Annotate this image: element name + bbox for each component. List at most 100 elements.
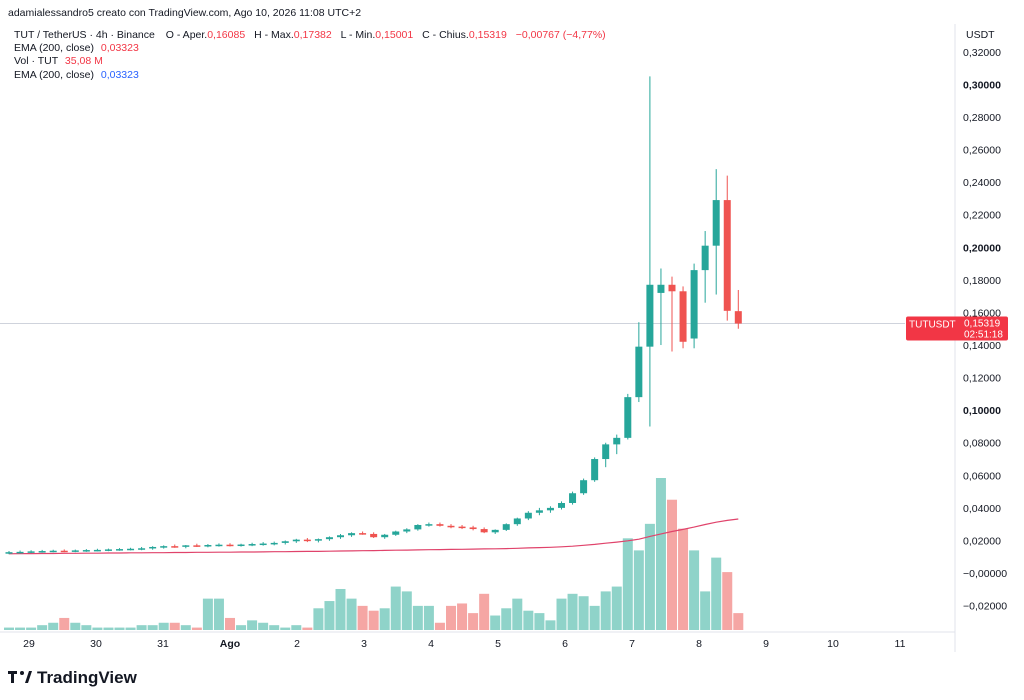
candle	[734, 289, 742, 329]
candle	[447, 524, 455, 529]
time-scale[interactable]: 29 30 31 Ago 2 3 4 5 6 7 8 9 10 11	[23, 638, 905, 650]
candle	[281, 540, 289, 545]
candle-body	[337, 535, 344, 538]
price-scale[interactable]: 0,32000 0,30000 0,28000 0,26000 0,24000 0,220…	[963, 47, 1007, 613]
candle-body	[182, 545, 190, 547]
candle-body	[237, 544, 245, 547]
price-tick-label: 0,04000	[963, 503, 1001, 515]
candle-body	[657, 284, 665, 293]
candle	[602, 442, 610, 468]
price-tick-label: 0,08000	[963, 438, 1001, 450]
volume-bar	[158, 622, 169, 630]
volume-bar	[567, 593, 578, 630]
candle	[138, 546, 146, 551]
candle	[116, 548, 123, 551]
volume-bar	[667, 499, 677, 630]
ema-legend-1: EMA (200, close) 0,03323	[14, 42, 139, 54]
candle	[436, 522, 444, 527]
candle	[480, 527, 488, 534]
price-tick-label: 0,10000	[963, 405, 1001, 417]
ohlc-legend: TUT / TetherUS · 4h · Binance O - Aper.0…	[14, 29, 606, 41]
last-price-badge-countdown: 02:51:18	[964, 330, 1003, 341]
volume-bar	[258, 622, 269, 630]
candle	[204, 544, 212, 548]
candle	[381, 533, 389, 539]
candle-body	[193, 545, 201, 547]
candle-body	[325, 537, 333, 540]
candle-body	[204, 545, 212, 547]
symbol-label: TUT / TetherUS · 4h · Binance	[14, 29, 155, 41]
time-tick-label: 31	[157, 638, 169, 650]
candle-body	[49, 550, 57, 553]
ema-legend-2-value: 0,03323	[101, 69, 139, 81]
volume-bar	[733, 613, 744, 630]
candle-body	[116, 549, 123, 551]
candle-body	[602, 444, 610, 460]
vol-legend-label: Vol · TUT	[14, 55, 59, 67]
candle	[149, 546, 157, 550]
volume-bar	[81, 625, 92, 630]
time-tick-label: 11	[895, 638, 906, 650]
price-tick-label: 0,28000	[963, 112, 1001, 124]
volume-bar	[225, 617, 235, 630]
volume-bar	[280, 627, 291, 630]
tradingview-logo[interactable]: TradingView	[8, 668, 138, 687]
volume-bar	[622, 538, 633, 630]
volume-bar	[169, 622, 180, 630]
candle-body	[16, 551, 24, 554]
time-tick-label: Ago	[220, 638, 240, 650]
ema-legend-2: EMA (200, close) 0,03323	[14, 69, 139, 81]
volume-bar	[468, 613, 479, 630]
volume-bar	[147, 625, 158, 630]
candle	[425, 522, 433, 527]
volume-bar	[302, 627, 313, 630]
candle	[723, 175, 731, 321]
price-tick-label: 0,24000	[963, 177, 1001, 189]
candle	[337, 533, 344, 539]
ema-legend-1-label: EMA (200, close)	[14, 42, 94, 54]
ohlc-low-value: 0,15001	[375, 29, 413, 41]
candle	[712, 169, 720, 295]
candle-body	[712, 200, 720, 246]
price-tick-label: 0,12000	[963, 373, 1001, 385]
volume-bar	[534, 613, 545, 630]
candle	[71, 549, 79, 553]
volume-bar	[59, 617, 70, 630]
candle	[657, 268, 665, 346]
volume-bar	[633, 550, 644, 630]
candle	[569, 491, 577, 505]
time-tick-label: 3	[361, 638, 367, 650]
candle-body	[348, 533, 356, 536]
volume-bar	[335, 588, 346, 630]
candle-body	[469, 527, 477, 530]
volume-bar	[37, 625, 48, 630]
time-tick-label: 9	[763, 638, 769, 650]
volume-bar	[700, 591, 711, 630]
candle-body	[226, 544, 234, 547]
candle	[16, 550, 24, 554]
candle	[392, 530, 400, 536]
volume-bar	[644, 523, 655, 630]
candle	[325, 536, 333, 541]
candle-body	[668, 284, 676, 292]
candle	[259, 542, 267, 546]
candle	[613, 434, 621, 455]
vol-legend: Vol · TUT 35,08 M	[14, 55, 103, 67]
volume-bar	[291, 625, 302, 630]
candle-body	[701, 245, 709, 271]
volume-bar	[512, 598, 523, 630]
volume-bar	[711, 557, 722, 630]
candle	[303, 538, 311, 543]
candle	[226, 543, 234, 547]
candle-body	[248, 544, 256, 546]
volume-bar	[368, 610, 379, 630]
last-price-badge-symbol: TUTUSDT	[909, 320, 956, 331]
candle	[701, 231, 709, 303]
last-price-badge-price: 0,15319	[964, 319, 1001, 330]
candle	[248, 542, 256, 547]
candle	[27, 550, 35, 554]
candle	[348, 532, 356, 537]
candle	[624, 393, 632, 440]
candle	[104, 548, 112, 552]
